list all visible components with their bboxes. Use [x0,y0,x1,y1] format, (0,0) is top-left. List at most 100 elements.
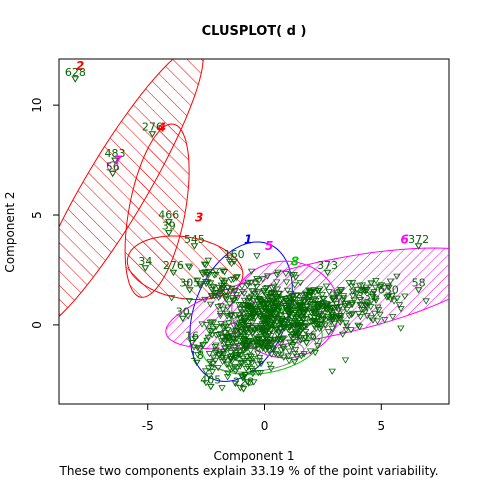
cloud-point [357,302,366,309]
cloud-point [247,268,256,275]
cloud-point [239,347,247,354]
cloud-point [355,310,363,318]
cloud-point [297,335,306,342]
point-marker-405 [206,383,215,391]
cloud-point [206,301,215,308]
cloud-point [333,304,341,311]
cloud-point [250,379,258,386]
cloud-point [338,331,347,338]
point-marker-16 [188,340,196,347]
cloud-point [254,350,262,357]
cloud-point [300,351,308,358]
cloud-point [253,253,261,260]
cloud-point [231,288,240,295]
cloud-point [380,317,389,324]
cloud-point [248,329,257,336]
cloud-point [356,301,364,309]
cloud-point [204,365,213,372]
cloud-point [328,368,336,375]
cloud-point [234,326,242,333]
cloud-point [353,290,361,297]
cloud-point [262,338,270,346]
cloud-point [202,262,210,269]
cloud-point [278,296,286,303]
cloud-point [283,287,292,294]
cloud-point [263,273,272,280]
cloud-point [342,320,350,327]
cloud-point [267,295,276,302]
cloud-point [199,271,207,278]
cloud-point [201,368,210,375]
cloud-point [217,303,225,310]
cloud-point [214,365,222,372]
point-label: 228 [233,376,254,389]
cloud-point [286,305,294,312]
point-marker-628 [71,76,80,83]
cloud-point [216,330,225,338]
point-label: 405 [200,373,221,386]
point-label: 373 [317,259,338,272]
cloud-point [301,323,309,331]
cloud-point [237,329,245,336]
cloud-point [336,287,345,294]
cloud-point [228,285,236,292]
cloud-point [264,318,273,325]
cloud-point [330,320,339,327]
cluster-number-3: 3 [195,211,203,225]
cloud-point [262,335,270,342]
cloud-point [369,317,377,324]
cloud-point [329,295,337,302]
cloud-point [293,321,301,328]
cloud-point [397,306,405,313]
cloud-point [371,295,380,302]
cloud-point [203,270,211,277]
cloud-point [225,254,234,261]
cloud-point [225,320,233,327]
cloud-point [291,347,300,354]
cluster-number-5: 5 [265,239,273,253]
cloud-point [383,294,391,301]
cloud-point [196,282,204,289]
cloud-point [217,350,225,358]
cloud-point [222,289,230,296]
cloud-point [205,268,213,276]
cloud-point [259,297,268,304]
cloud-point [255,354,264,362]
cloud-point [273,286,282,293]
cloud-point [317,311,325,318]
point-label: 160 [224,248,245,261]
cloud-point [267,291,275,298]
cloud-point [211,343,219,351]
point-marker-30 [178,315,187,323]
cloud-point [190,344,198,351]
cloud-point [347,327,355,334]
variability-caption: These two components explain 33.19 % of … [58,464,438,478]
cloud-point [387,296,395,303]
point-marker-466 [164,219,173,226]
cloud-point [226,349,235,357]
cloud-point [258,328,266,335]
cloud-point [210,272,218,279]
cloud-point [369,291,377,298]
cloud-point [255,333,264,341]
cloud-point [231,380,240,387]
cloud-point [228,365,237,372]
cloud-point [312,338,321,345]
cloud-point [227,260,236,268]
cloud-point [306,348,315,355]
cloud-point [220,340,229,347]
cloud-point [292,315,300,322]
cloud-point [244,380,253,387]
y-tick-label: 0 [30,321,44,329]
cloud-point [251,323,260,330]
cloud-point [246,347,255,355]
point-marker-305 [185,287,194,294]
cloud-point [328,316,337,324]
cloud-point [367,280,376,287]
cloud-point [223,304,232,311]
cluster-number-1: 1 [244,233,252,247]
cloud-point [307,314,315,321]
cloud-point [208,293,216,300]
cluster-ellipse-4 [124,123,190,298]
cloud-point [258,341,266,348]
